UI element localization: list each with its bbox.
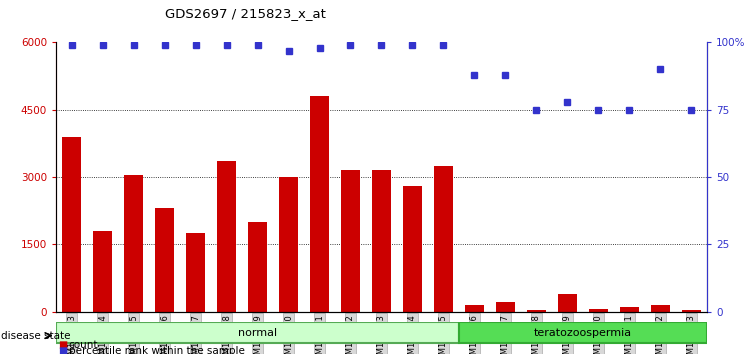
Bar: [465, 305, 484, 312]
Bar: [403, 186, 422, 312]
Bar: [62, 137, 81, 312]
Bar: [248, 222, 267, 312]
Bar: [558, 293, 577, 312]
Bar: [124, 175, 143, 312]
Bar: [434, 166, 453, 312]
Bar: [496, 302, 515, 312]
Text: teratozoospermia: teratozoospermia: [534, 328, 632, 338]
Bar: [341, 170, 360, 312]
Bar: [527, 310, 546, 312]
Bar: [310, 96, 329, 312]
Bar: [56, 322, 459, 343]
Bar: [373, 170, 390, 312]
Bar: [682, 310, 701, 312]
Bar: [459, 322, 707, 343]
Bar: [186, 233, 205, 312]
Text: GDS2697 / 215823_x_at: GDS2697 / 215823_x_at: [165, 7, 325, 20]
Bar: [156, 209, 174, 312]
Text: ■: ■: [58, 346, 67, 354]
Bar: [620, 308, 639, 312]
Bar: [589, 309, 607, 312]
Bar: [279, 177, 298, 312]
Text: disease state: disease state: [1, 331, 70, 341]
Text: normal: normal: [238, 328, 277, 338]
Bar: [217, 161, 236, 312]
Bar: [651, 305, 669, 312]
Text: count: count: [69, 340, 98, 350]
Text: percentile rank within the sample: percentile rank within the sample: [69, 346, 245, 354]
Text: ■: ■: [58, 340, 67, 350]
Bar: [94, 231, 112, 312]
